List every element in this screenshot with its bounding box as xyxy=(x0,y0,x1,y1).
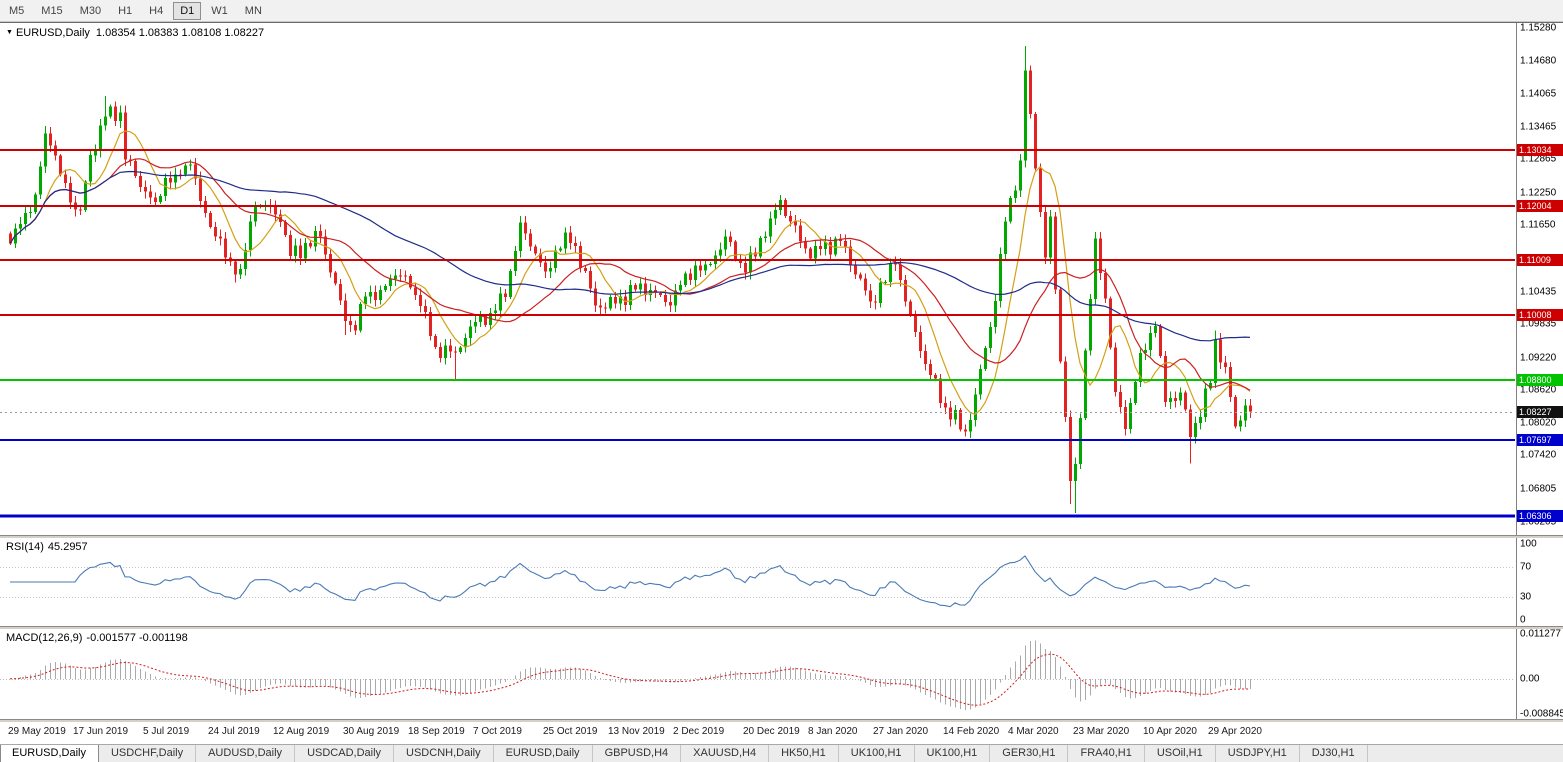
date-label: 13 Nov 2019 xyxy=(608,726,665,737)
date-label: 12 Aug 2019 xyxy=(273,726,330,737)
chart-title: ▼ EURUSD,Daily 1.08354 1.08383 1.08108 1.0… xyxy=(6,27,264,39)
rsi-canvas[interactable] xyxy=(0,538,1515,626)
hline-price-tag: 1.06306 xyxy=(1517,510,1563,522)
date-label: 27 Jan 2020 xyxy=(873,726,929,737)
price-tick: 1.12865 xyxy=(1520,153,1557,165)
date-label: 29 Apr 2020 xyxy=(1208,726,1262,737)
hline-price-tag: 1.10008 xyxy=(1517,308,1563,321)
price-tick: 1.11650 xyxy=(1520,219,1556,231)
macd-values: -0.001577 -0.001198 xyxy=(86,632,188,644)
price-tick: 1.08620 xyxy=(1520,384,1557,396)
hline-price-tag: 1.07697 xyxy=(1517,434,1563,447)
price-tick: 1.13465 xyxy=(1520,121,1557,133)
date-label: 25 Oct 2019 xyxy=(543,726,598,737)
macd-name: MACD(12,26,9) xyxy=(6,632,83,644)
rsi-panel[interactable]: RSI(14) 45.2957 100 70 30 0 xyxy=(0,538,1563,626)
chart-tab[interactable]: UK100,H1 xyxy=(839,745,915,762)
panel-separator[interactable] xyxy=(0,719,1563,722)
date-label: 18 Sep 2019 xyxy=(408,726,465,737)
indicator-tick: 0.011277 xyxy=(1520,629,1561,640)
timeframe-button-h1[interactable]: H1 xyxy=(118,4,133,17)
macd-canvas[interactable] xyxy=(0,629,1515,719)
macd-panel[interactable]: MACD(12,26,9) -0.001577 -0.001198 0.01127… xyxy=(0,629,1563,719)
timeframe-button-m15[interactable]: M15 xyxy=(41,4,63,17)
chart-tab[interactable]: HK50,H1 xyxy=(769,745,839,762)
rsi-axis[interactable]: 100 70 30 0 xyxy=(1516,538,1563,626)
hline-price-tag: 1.13034 xyxy=(1517,144,1563,157)
price-tick: 1.09220 xyxy=(1520,352,1557,363)
date-label: 7 Oct 2019 xyxy=(473,726,522,737)
chart-tab[interactable]: USDCHF,Daily xyxy=(99,745,197,762)
timeframe-button-w1[interactable]: W1 xyxy=(211,4,228,17)
date-label: 10 Apr 2020 xyxy=(1143,726,1197,737)
indicator-tick: -0.008845 xyxy=(1520,708,1563,720)
price-tick: 1.10435 xyxy=(1520,286,1557,297)
date-label: 20 Dec 2019 xyxy=(743,726,800,737)
rsi-name: RSI(14) xyxy=(6,541,44,553)
panel-separator[interactable] xyxy=(0,535,1563,538)
chart-symbol-label: EURUSD,Daily xyxy=(15,27,90,39)
date-label: 23 Mar 2020 xyxy=(1073,726,1130,737)
indicator-tick: 100 xyxy=(1520,538,1537,550)
macd-axis[interactable]: 0.011277 0.00 -0.008845 xyxy=(1516,629,1563,719)
date-label: 30 Aug 2019 xyxy=(343,726,400,737)
price-tick: 1.12250 xyxy=(1520,187,1557,199)
date-label: 29 May 2019 xyxy=(8,726,66,737)
chart-window: ▼ EURUSD,Daily 1.08354 1.08383 1.08108 1.0… xyxy=(0,22,1563,744)
timeframe-toolbar: M5 M15 M30 H1 H4 D1 W1 MN xyxy=(0,0,1563,22)
date-label: 14 Feb 2020 xyxy=(943,726,1000,737)
timeframe-button-d1[interactable]: D1 xyxy=(173,1,202,20)
price-tick: 1.08020 xyxy=(1520,417,1557,429)
chart-tab[interactable]: XAUUSD,H4 xyxy=(681,745,770,762)
chart-tab[interactable]: UK100,H1 xyxy=(915,745,991,762)
chart-tab[interactable]: GER30,H1 xyxy=(990,745,1069,762)
date-label: 8 Jan 2020 xyxy=(808,726,858,737)
hline-price-tag: 1.11009 xyxy=(1517,254,1563,267)
price-tick: 1.09835 xyxy=(1520,318,1557,330)
timeframe-button-m30[interactable]: M30 xyxy=(79,4,102,17)
chart-ohlc-values: 1.08354 1.08383 1.08108 1.08227 xyxy=(95,27,265,39)
hline-price-tag: 1.08800 xyxy=(1517,374,1563,387)
current-price-tag: 1.08227 xyxy=(1517,405,1563,418)
date-label: 2 Dec 2019 xyxy=(673,726,725,737)
panel-separator[interactable] xyxy=(0,626,1563,629)
date-label: 24 Jul 2019 xyxy=(208,726,260,737)
price-tick: 1.06805 xyxy=(1520,483,1557,495)
chart-tab[interactable]: DJ30,H1 xyxy=(1300,745,1368,762)
rsi-label: RSI(14) 45.2957 xyxy=(6,541,92,553)
price-tick: 1.14680 xyxy=(1520,55,1557,67)
indicator-tick: 0 xyxy=(1520,614,1526,626)
timeframe-button-m5[interactable]: M5 xyxy=(9,4,25,17)
chart-tab[interactable]: EURUSD,Daily xyxy=(494,745,593,762)
chart-tab[interactable]: USDCNH,Daily xyxy=(394,745,494,762)
chart-tab[interactable]: EURUSD,Daily xyxy=(0,745,99,762)
timeframe-button-h4[interactable]: H4 xyxy=(149,4,164,17)
price-axis[interactable]: 1.15280 1.14680 1.14065 1.13465 1.12865 1.122… xyxy=(1516,23,1563,535)
timeframe-button-mn[interactable]: MN xyxy=(244,4,262,17)
macd-label: MACD(12,26,9) -0.001577 -0.001198 xyxy=(6,632,192,644)
indicator-tick: 70 xyxy=(1520,561,1532,573)
price-tick: 1.14065 xyxy=(1520,88,1557,100)
chart-dropdown-icon: ▼ xyxy=(6,29,13,36)
price-tick: 1.15280 xyxy=(1520,23,1557,34)
chart-tab[interactable]: AUDUSD,Daily xyxy=(196,745,296,762)
indicator-tick: 0.00 xyxy=(1520,673,1540,685)
main-chart-area[interactable]: ▼ EURUSD,Daily 1.08354 1.08383 1.08108 1.0… xyxy=(0,23,1563,535)
chart-tab[interactable]: FRA40,H1 xyxy=(1068,745,1145,762)
date-label: 17 Jun 2019 xyxy=(73,726,129,737)
date-label: 5 Jul 2019 xyxy=(143,726,190,737)
date-axis[interactable]: 29 May 2019 17 Jun 2019 5 Jul 2019 24 Jul 2… xyxy=(0,722,1563,742)
candlestick-canvas[interactable] xyxy=(0,23,1515,535)
chart-tab[interactable]: USDJPY,H1 xyxy=(1216,745,1300,762)
chart-tab[interactable]: USDCAD,Daily xyxy=(295,745,395,762)
indicator-tick: 30 xyxy=(1520,591,1532,603)
chart-tab[interactable]: USOil,H1 xyxy=(1145,745,1216,762)
chart-tabbar: EURUSD,Daily USDCHF,Daily AUDUSD,Daily USDC… xyxy=(0,744,1563,762)
rsi-value: 45.2957 xyxy=(47,541,88,553)
hline-price-tag: 1.12004 xyxy=(1517,200,1563,213)
date-label: 4 Mar 2020 xyxy=(1008,726,1059,737)
price-tick: 1.07420 xyxy=(1520,449,1557,461)
chart-tab[interactable]: GBPUSD,H4 xyxy=(593,745,682,762)
